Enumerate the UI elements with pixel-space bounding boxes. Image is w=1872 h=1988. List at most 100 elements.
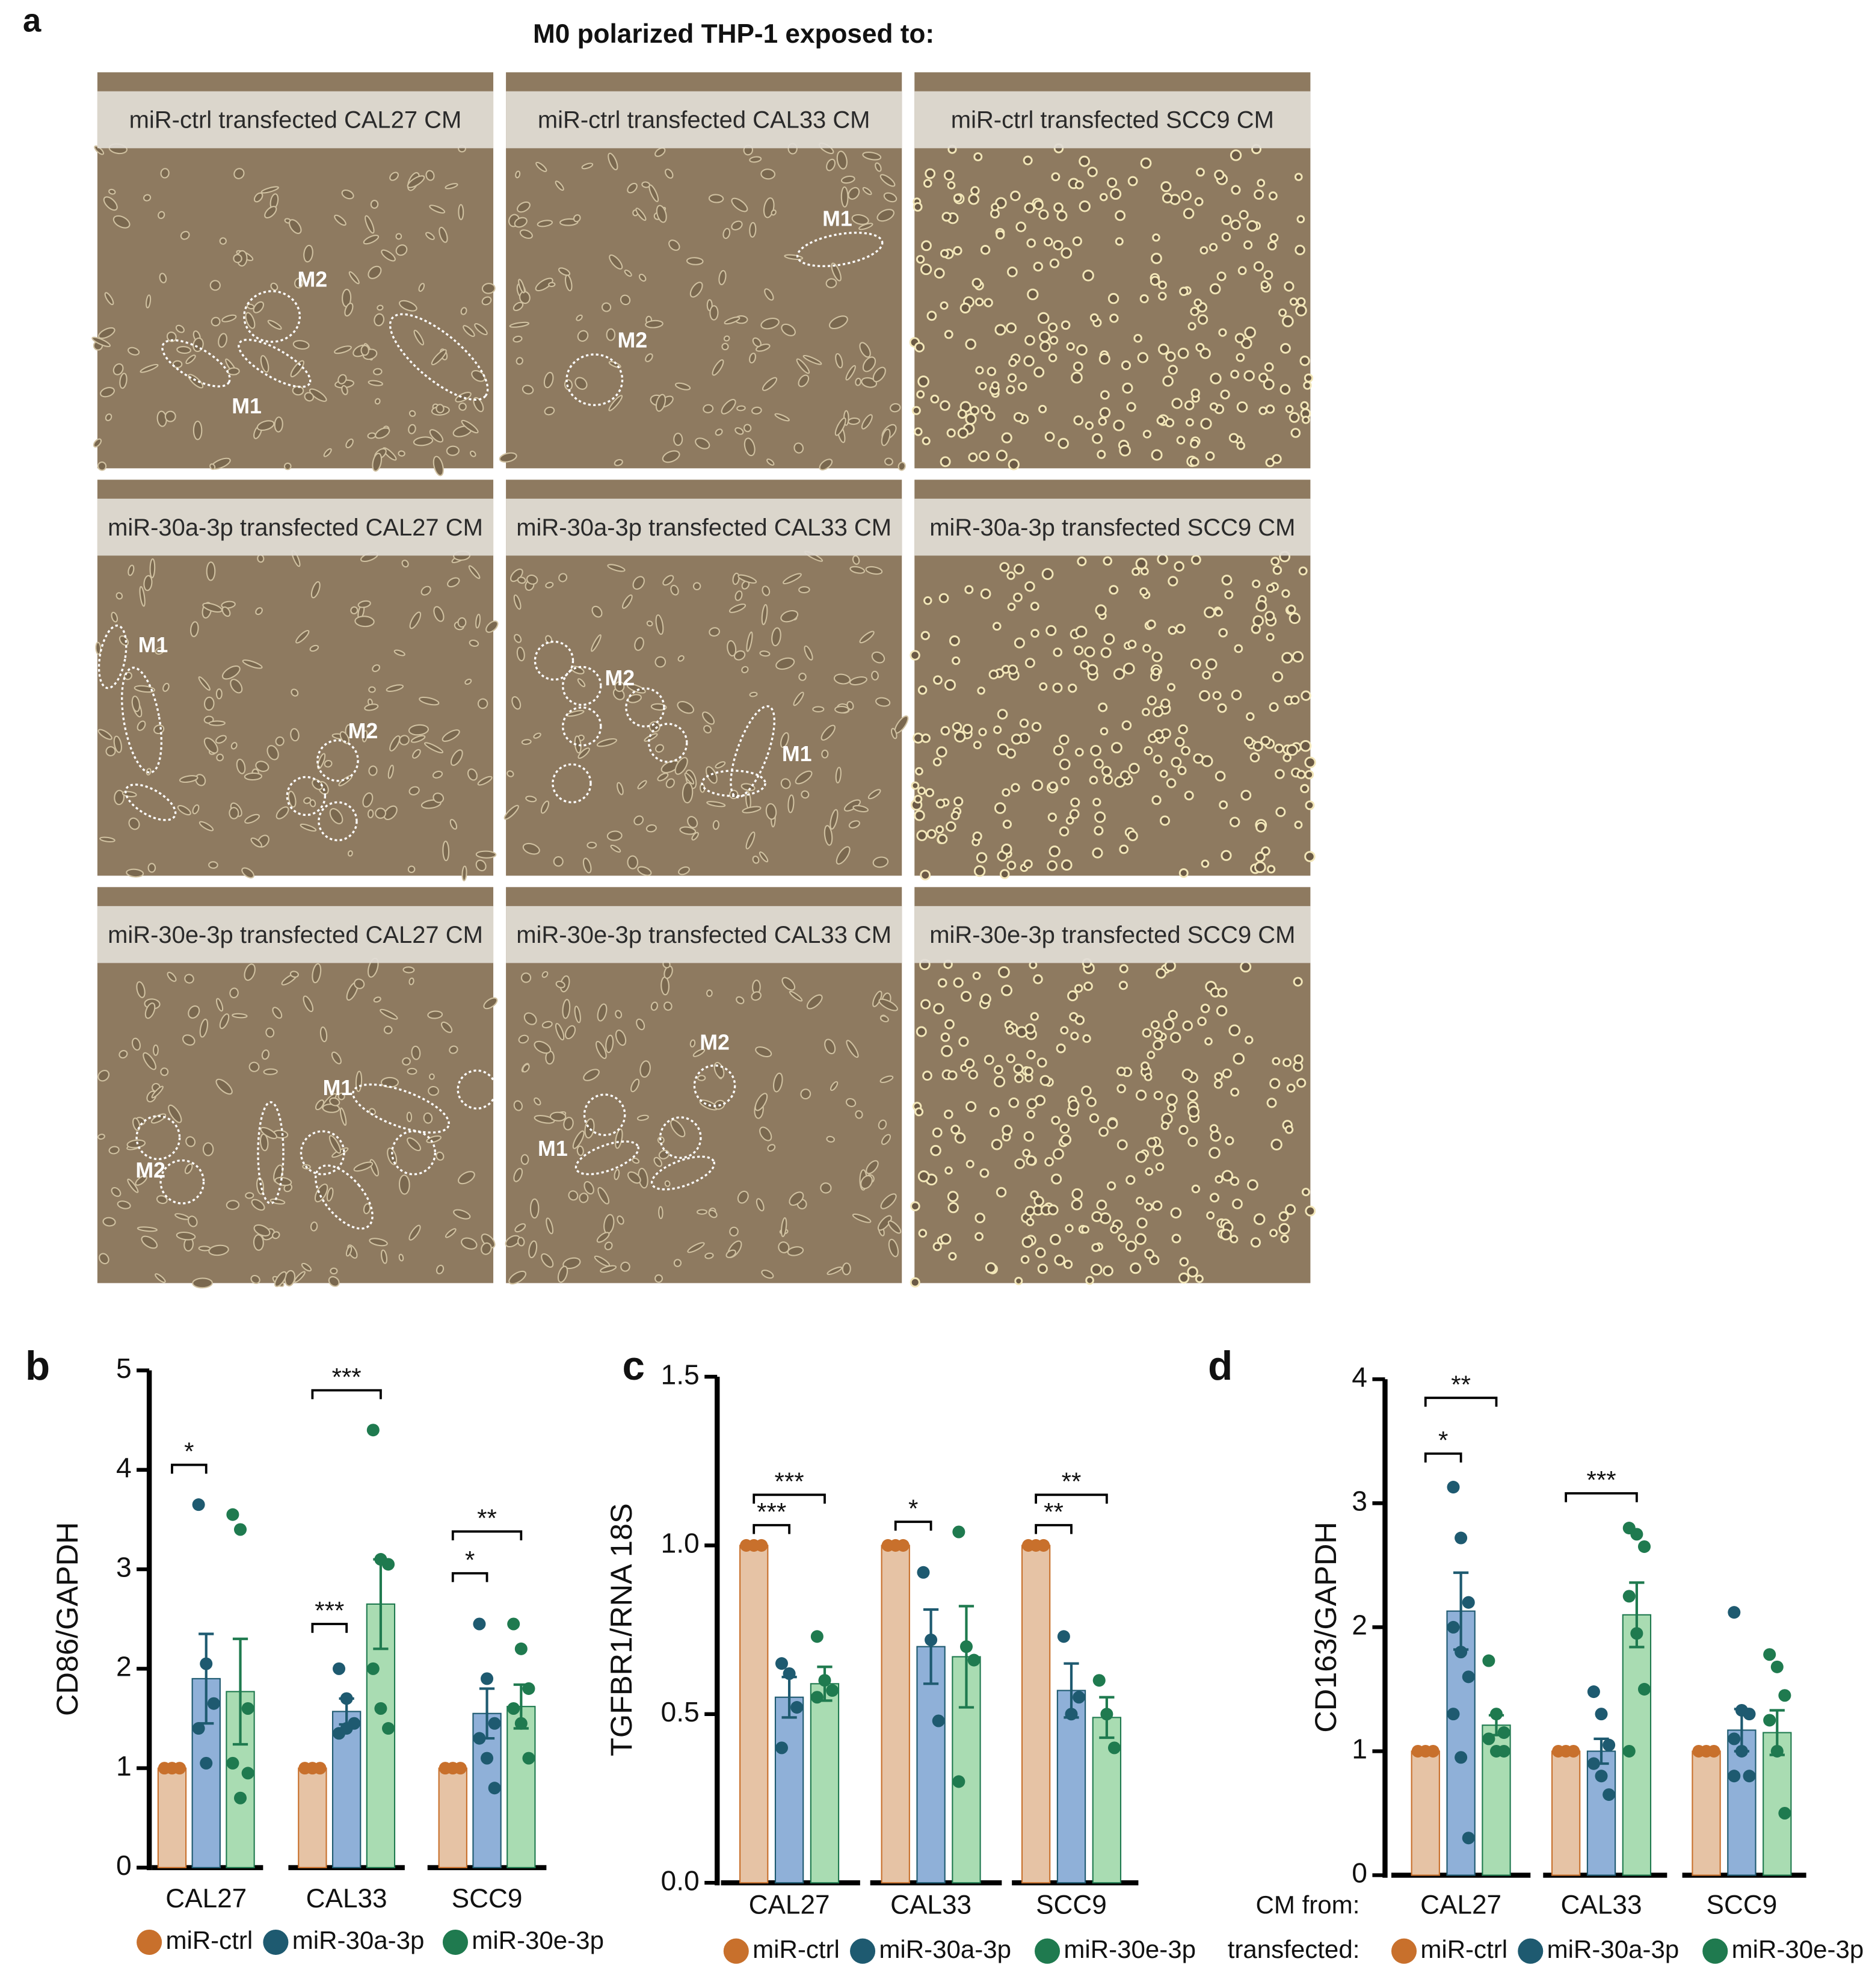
cell [1135,1151,1147,1163]
cell [660,976,670,996]
cell [1092,847,1103,859]
significance-bracket [753,1493,826,1504]
caption-bar [97,498,494,556]
cell-outline [300,1130,345,1176]
cell [1080,660,1090,670]
cell [821,724,836,741]
cell [354,616,375,628]
cell [1047,1204,1059,1215]
cell [255,607,263,616]
cell [662,575,674,586]
cell [704,1252,714,1259]
cell [1100,727,1109,736]
cell [1264,611,1275,622]
cell [105,413,112,421]
cell [668,239,680,251]
caption-bar [97,906,494,963]
cell [513,335,523,343]
cell [702,711,715,725]
cell [1304,756,1316,768]
cell [650,1001,658,1011]
cell-outline [161,339,231,387]
cell [423,742,444,754]
caption-bar [506,498,902,556]
cell [1197,1016,1207,1026]
cell [1298,566,1308,576]
cell [999,562,1009,572]
cell [872,366,886,383]
data-point [1567,1744,1580,1758]
cell [1147,1051,1156,1060]
cell [658,1206,664,1220]
cell [1212,691,1222,700]
cell [1059,1123,1070,1134]
cell [219,237,227,245]
cell [1300,784,1310,794]
cell [436,1264,445,1274]
y-tick-label: 1.5 [660,1359,699,1390]
caption: miR-30e-3p transfected CAL27 CM [108,922,483,948]
cell [851,214,869,225]
cell [180,230,190,240]
cell [848,187,860,200]
cell [1289,412,1300,423]
cell [1041,568,1054,580]
bar [1021,1545,1051,1884]
cell [650,703,667,711]
cell [620,1261,630,1272]
cell [458,402,467,411]
cell [1178,868,1189,878]
cell [1263,270,1273,280]
category-title: CM from: [1256,1891,1360,1919]
cell [1038,209,1049,220]
cell [940,726,950,736]
cell [991,203,999,212]
cell [890,727,898,739]
cell [1013,412,1024,422]
cell [226,1200,240,1210]
cell [933,1003,944,1014]
cell [1077,557,1087,567]
cell [1252,741,1263,752]
cell [464,678,472,685]
cell [1024,1206,1035,1217]
cell [692,582,701,591]
cell [679,826,697,835]
cell [921,240,932,252]
cell-outline [796,232,884,268]
cell [1127,830,1138,842]
cell [1033,974,1043,984]
cell [1282,753,1292,762]
cell [855,377,861,386]
cell [188,1005,200,1019]
cell [687,1242,705,1253]
cell [1261,846,1270,856]
cell [664,965,673,979]
cell [718,270,727,285]
data-point [226,1508,239,1521]
cell [772,1072,783,1093]
cell [1083,981,1093,991]
cell [761,604,768,625]
data-point [1603,1738,1616,1752]
cell [250,1274,260,1284]
cell [761,1270,774,1279]
cell [950,811,960,821]
cell [932,1127,943,1138]
cell-type-label: M2 [700,1030,730,1054]
cell [1213,1079,1223,1089]
cell [288,791,297,808]
cell [1051,1116,1061,1125]
cell [1175,736,1185,747]
cell [1019,718,1029,728]
cell [752,856,760,864]
cell [620,294,631,306]
cell [759,851,769,863]
cell [134,685,155,693]
cell [636,1114,649,1121]
y-tick-label: 3 [1352,1486,1367,1517]
cell [890,403,901,413]
cell [887,1220,902,1234]
cell [1272,1057,1281,1066]
cell [576,314,583,321]
